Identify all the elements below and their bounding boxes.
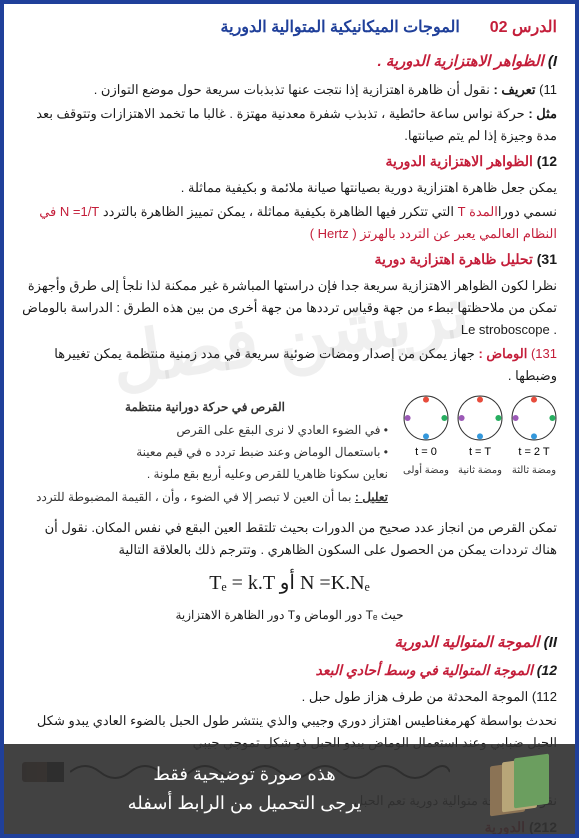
bullet-1: • في الضوء العادي لا نرى البقع على القرص bbox=[22, 420, 388, 440]
footer-logo-icon bbox=[490, 754, 560, 824]
section-1-heading: I) الظواهر الاهتزازية الدورية . bbox=[22, 49, 557, 75]
section-1-num: I) bbox=[548, 53, 557, 70]
item-12-num: 12) bbox=[537, 153, 557, 169]
item-31-heading: 31) تحليل ظاهرة اهتزازية دورية bbox=[22, 248, 557, 272]
main-formula: Tₑ = k.T أو N =K.Nₑ bbox=[22, 566, 557, 600]
disc-icon bbox=[457, 395, 503, 441]
stroboscope-label: Le stroboscope bbox=[461, 319, 550, 341]
item-11-text: نقول أن ظاهرة اهتزازية إذا نتجت عنها تذب… bbox=[94, 82, 490, 97]
item-11-label: تعريف : bbox=[493, 82, 535, 97]
diagram-row: t = 2 T ومضة ثالثة t = T ومضة ثانية t = … bbox=[22, 395, 557, 509]
stroboscope-frame: t = T ومضة ثانية bbox=[457, 395, 503, 479]
item-31-num: 31) bbox=[537, 251, 557, 267]
frame-label: ومضة ثانية bbox=[457, 462, 503, 479]
footer-line-1: هذه صورة توضيحية فقط bbox=[19, 760, 470, 789]
item-s2-12-heading: 12) الموجة المتوالية في وسط أحادي البعد bbox=[22, 659, 557, 683]
stroboscope-frame: t = 2 T ومضة ثالثة bbox=[511, 395, 557, 479]
footer-line-2: يرجى التحميل من الرابط أسفله bbox=[19, 789, 470, 818]
item-12-p1: يمكن جعل ظاهرة اهتزازية دورية بصيانتها ص… bbox=[22, 177, 557, 199]
bullet-3: نعاين سكونا ظاهريا للقرص وعليه أربع بقع … bbox=[22, 464, 388, 484]
lesson-number: الدرس 02 bbox=[490, 14, 557, 41]
item-31-title: تحليل ظاهرة اهتزازية دورية bbox=[375, 251, 533, 267]
example-label: مثل : bbox=[528, 106, 557, 121]
frame-label: ومضة ثالثة bbox=[511, 462, 557, 479]
formula-note-b: دور الوماض وT دور الظاهرة الاهتزازية bbox=[175, 608, 365, 622]
item-12-p2: نسمي دوراالمدة T التي تتكرر فيها الظاهرة… bbox=[22, 201, 557, 245]
explain-2: تمكن القرص من انجاز عدد صحيح من الدورات … bbox=[22, 517, 557, 561]
formula-note-a: حيث bbox=[377, 608, 403, 622]
footer-text: هذه صورة توضيحية فقط يرجى التحميل من الر… bbox=[19, 760, 470, 818]
diagram-bullets: القرص في حركة دورانية منتظمة • في الضوء … bbox=[22, 395, 388, 509]
item-12-red: المدة T bbox=[458, 204, 498, 219]
stroboscope-frame: t = 0 ومضة أولى bbox=[403, 395, 449, 479]
section-2-title: الموجة المتوالية الدورية bbox=[394, 634, 539, 651]
item-12-heading: 12) الظواهر الاهتزازية الدورية bbox=[22, 150, 557, 174]
example-para: مثل : حركة نواس ساعة حائطية ، تذبذب شفرة… bbox=[22, 103, 557, 147]
formula-note: حيث Tₑ دور الوماض وT دور الظاهرة الاهتزا… bbox=[22, 605, 557, 625]
item-12-p2a: نسمي دورا bbox=[498, 204, 557, 219]
disc-icon bbox=[511, 395, 557, 441]
item-112: 112) الموجة المحدثة من طرف هزاز طول حبل … bbox=[22, 686, 557, 708]
explain-text: بما أن العين لا تبصر إلا في الضوء ، وأن … bbox=[36, 490, 351, 504]
disc-icon bbox=[403, 395, 449, 441]
item-s2-12-title: الموجة المتوالية في وسط أحادي البعد bbox=[316, 662, 533, 678]
item-131-num: 131) bbox=[531, 346, 557, 361]
section-2-num: II) bbox=[544, 634, 557, 651]
frame-time: t = 0 bbox=[403, 443, 449, 462]
item-112-text: الموجة المحدثة من طرف هزاز طول حبل . bbox=[302, 689, 529, 704]
item-s2-12-num: 12) bbox=[537, 662, 557, 678]
formula-note-te: Tₑ bbox=[366, 605, 378, 625]
item-12-hertz: ( Hertz ) bbox=[310, 223, 357, 245]
bullet-2: • باستعمال الوماض وعند ضبط تردد ه في قيم… bbox=[22, 442, 388, 462]
frame-time: t = 2 T bbox=[511, 443, 557, 462]
item-112-num: 112) bbox=[532, 689, 557, 704]
title-row: الدرس 02 الموجات الميكانيكية المتوالية ا… bbox=[22, 14, 557, 41]
circles-diagram: t = 2 T ومضة ثالثة t = T ومضة ثانية t = … bbox=[403, 395, 557, 479]
item-12-formula: N =1/T bbox=[60, 201, 99, 223]
item-31-p1: نظرا لكون الظواهر الاهتزازية سريعة جدا ف… bbox=[22, 275, 557, 341]
section-1-title: الظواهر الاهتزازية الدورية . bbox=[377, 53, 543, 70]
item-131-title: الوماض : bbox=[478, 346, 527, 361]
explain-line: تعليل : بما أن العين لا تبصر إلا في الضو… bbox=[22, 487, 388, 507]
diagram-heading: القرص في حركة دورانية منتظمة bbox=[22, 397, 388, 417]
item-131: 131) الوماض : جهاز يمكن من إصدار ومضات ض… bbox=[22, 343, 557, 387]
item-11-num: 11) bbox=[539, 82, 557, 97]
document-content: الدرس 02 الموجات الميكانيكية المتوالية ا… bbox=[4, 4, 575, 838]
frame-time: t = T bbox=[457, 443, 503, 462]
page-container: تريشن فصل الدرس 02 الموجات الميكانيكية ا… bbox=[0, 0, 579, 838]
main-title: الموجات الميكانيكية المتوالية الدورية bbox=[221, 14, 460, 41]
item-12-p2b: التي تتكرر فيها الظاهرة بكيفية مماثلة ، … bbox=[99, 204, 457, 219]
frame-label: ومضة أولى bbox=[403, 462, 449, 479]
explain-label: تعليل : bbox=[355, 490, 388, 504]
item-11: 11) تعريف : نقول أن ظاهرة اهتزازية إذا ن… bbox=[22, 79, 557, 101]
section-2-heading: II) الموجة المتوالية الدورية bbox=[22, 630, 557, 656]
footer-banner: هذه صورة توضيحية فقط يرجى التحميل من الر… bbox=[4, 744, 575, 834]
example-text: حركة نواس ساعة حائطية ، تذبذب شفرة معدني… bbox=[36, 106, 557, 143]
item-12-title: الظواهر الاهتزازية الدورية bbox=[386, 153, 533, 169]
